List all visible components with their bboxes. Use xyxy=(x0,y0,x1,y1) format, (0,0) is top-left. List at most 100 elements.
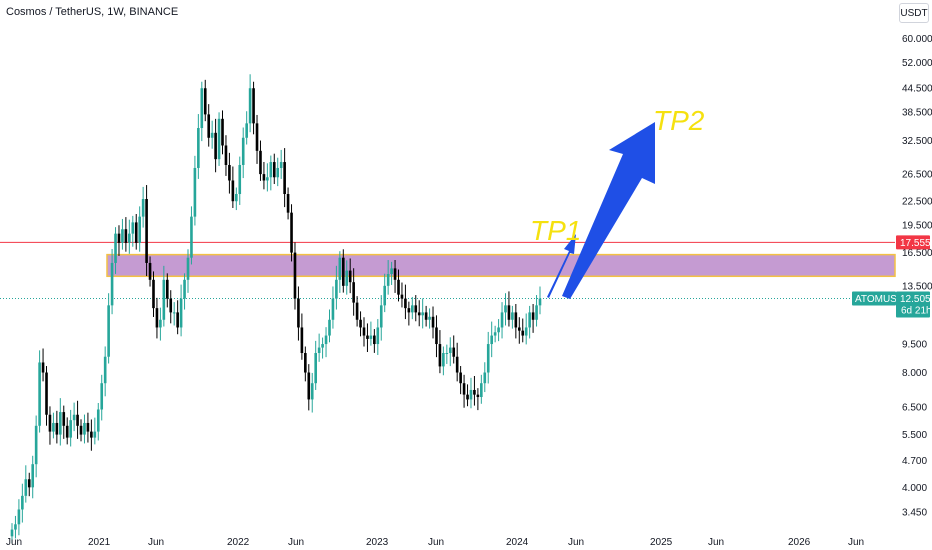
candle-body xyxy=(138,216,141,243)
candle-body xyxy=(431,316,435,328)
candle-body xyxy=(21,495,24,510)
candle xyxy=(328,309,331,343)
candle xyxy=(500,302,504,339)
candle xyxy=(411,296,414,320)
x-tick-label: Jun xyxy=(568,537,584,548)
candle-body xyxy=(310,383,314,400)
candle xyxy=(507,291,511,327)
candle xyxy=(417,300,421,327)
candle-body xyxy=(490,335,493,345)
candle-body xyxy=(411,305,414,313)
candle xyxy=(224,135,228,176)
candle xyxy=(110,248,114,315)
candle xyxy=(48,406,52,445)
candle-body xyxy=(259,150,262,175)
candle-body xyxy=(404,298,407,309)
current-price-badge-text: 12.505 xyxy=(900,294,931,305)
candle-body xyxy=(221,118,224,146)
candle-body xyxy=(438,344,442,367)
x-axis: Jun 2021 Jun 2022 Jun 2023 Jun 2024 Jun 2025 Jun 20… xyxy=(6,537,864,548)
candle xyxy=(476,388,480,411)
candle xyxy=(169,290,173,324)
candle-body xyxy=(179,298,183,328)
tp1-arrow xyxy=(547,234,576,298)
y-tick-label: 3.450 xyxy=(902,507,927,518)
candle xyxy=(466,384,469,407)
candle xyxy=(310,372,314,413)
candle-body xyxy=(352,282,355,303)
candle-body xyxy=(328,319,331,336)
candle xyxy=(255,114,259,164)
candle xyxy=(76,400,79,439)
candle-body xyxy=(169,298,173,313)
candle-body xyxy=(486,344,490,373)
candle xyxy=(390,261,393,285)
candle xyxy=(269,155,273,191)
candle xyxy=(524,313,528,345)
candle xyxy=(27,472,31,497)
candle xyxy=(62,405,66,439)
candle xyxy=(55,410,59,444)
candle-body xyxy=(390,268,393,275)
candle xyxy=(155,297,159,339)
candle-body xyxy=(96,409,100,432)
candle-body xyxy=(69,420,72,438)
candle-body xyxy=(341,257,345,286)
candle-body xyxy=(159,319,162,328)
candle xyxy=(162,265,166,327)
candle xyxy=(238,156,242,205)
candle xyxy=(17,499,21,536)
red-level-badge-text: 17.555 xyxy=(900,238,931,249)
candle xyxy=(272,153,276,185)
candle-body xyxy=(238,164,242,195)
price-lines-layer xyxy=(0,241,895,300)
candle xyxy=(159,307,162,341)
candle-body xyxy=(214,132,217,160)
candle xyxy=(190,206,193,265)
candle xyxy=(421,298,424,329)
candle xyxy=(107,293,110,364)
candle-body xyxy=(276,167,280,178)
x-tick-label: 2024 xyxy=(506,537,529,548)
candle xyxy=(459,366,462,395)
candle xyxy=(86,412,90,443)
candle-body xyxy=(459,372,462,384)
candle xyxy=(248,74,252,133)
candles-layer xyxy=(10,74,542,544)
candle-body xyxy=(455,356,459,373)
candle xyxy=(352,268,355,316)
candle xyxy=(183,273,186,310)
candle-body xyxy=(165,279,169,299)
candle-body xyxy=(286,194,290,213)
candle xyxy=(207,104,211,147)
candle xyxy=(355,296,359,327)
candle-body xyxy=(107,305,110,357)
candle-body xyxy=(480,383,483,398)
currency-button[interactable]: USDT xyxy=(899,3,929,23)
candle xyxy=(10,523,14,544)
candle xyxy=(293,242,297,310)
candle-body xyxy=(476,394,480,398)
x-tick-label: 2025 xyxy=(650,537,673,548)
candle xyxy=(231,166,235,208)
resistance-zone-layer xyxy=(106,253,896,278)
candle xyxy=(69,409,72,447)
candle-body xyxy=(224,145,228,165)
candle-body xyxy=(131,222,135,234)
candle xyxy=(65,417,69,445)
candle xyxy=(228,152,231,194)
y-tick-label: 32.500 xyxy=(902,136,932,147)
candle-body xyxy=(90,431,93,438)
y-tick-label: 60.000 xyxy=(902,34,932,45)
candle-body xyxy=(428,316,431,320)
candle xyxy=(124,217,128,252)
candle xyxy=(300,313,304,360)
candle xyxy=(59,398,62,446)
candle-body xyxy=(76,414,79,426)
candle-body xyxy=(255,123,259,151)
candle-body xyxy=(31,464,35,488)
candle-body xyxy=(462,383,466,395)
candle xyxy=(400,282,404,308)
